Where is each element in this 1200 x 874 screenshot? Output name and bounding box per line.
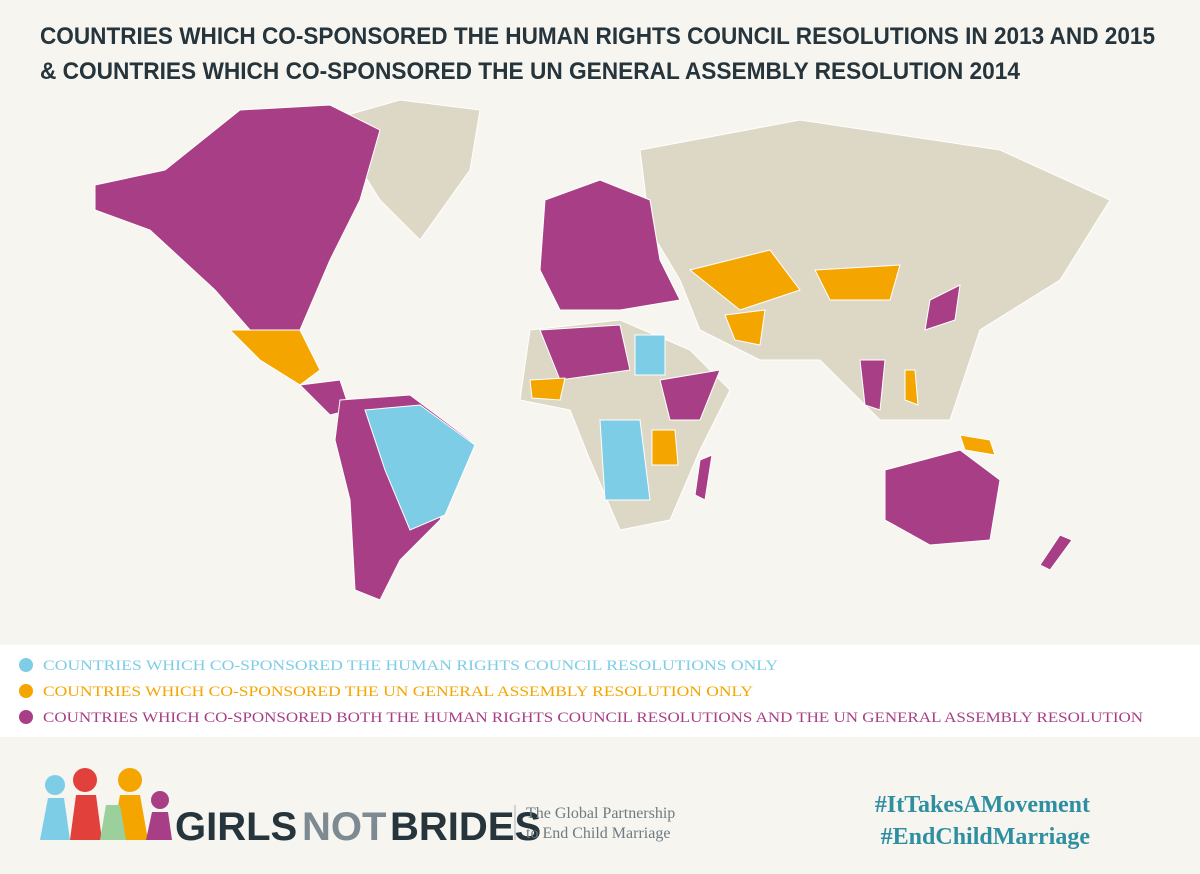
legend-swatch [19, 684, 33, 698]
mexico [228, 329, 321, 386]
japan [924, 284, 961, 331]
world-map [94, 99, 1111, 601]
southeast-asia [859, 359, 886, 411]
north-america [94, 104, 381, 331]
title-line: COUNTRIES WHICH CO-SPONSORED THE HUMAN R… [40, 23, 1155, 50]
legend-label: COUNTRIES WHICH CO-SPONSORED THE HUMAN R… [43, 658, 778, 674]
kazakhstan [688, 249, 801, 311]
legend-label: COUNTRIES WHICH CO-SPONSORED THE UN GENE… [43, 684, 753, 700]
logo-word: BRIDES [390, 805, 541, 849]
logo-word: NOT [302, 805, 386, 849]
logo-word: GIRLS [175, 805, 297, 849]
hashtag: #EndChildMarriage [881, 824, 1091, 850]
europe [539, 179, 681, 311]
north-africa [539, 324, 631, 381]
brazil [364, 404, 476, 531]
central-africa [599, 419, 651, 501]
title-line: & COUNTRIES WHICH CO-SPONSORED THE UN GE… [40, 58, 1021, 85]
tagline: The Global Partnership [526, 805, 675, 822]
papua-new-guinea [959, 434, 996, 456]
new-zealand [1039, 534, 1073, 571]
west-africa [529, 377, 566, 401]
legend-band [0, 645, 1200, 737]
legend-label: COUNTRIES WHICH CO-SPONSORED BOTH THE HU… [43, 710, 1143, 726]
legend-swatch [19, 658, 33, 672]
afghanistan [724, 309, 766, 346]
mongolia [814, 264, 901, 301]
logo-figures [40, 768, 172, 840]
tagline: to End Child Marriage [526, 825, 670, 842]
legend-swatch [19, 710, 33, 724]
philippines [904, 369, 919, 406]
australia [884, 449, 1001, 546]
egypt [634, 334, 666, 376]
tanzania [651, 429, 679, 466]
madagascar [694, 454, 713, 501]
horn-of-africa [659, 369, 721, 421]
hashtag: #ItTakesAMovement [875, 792, 1090, 818]
legend: COUNTRIES WHICH CO-SPONSORED THE HUMAN R… [19, 658, 1143, 726]
